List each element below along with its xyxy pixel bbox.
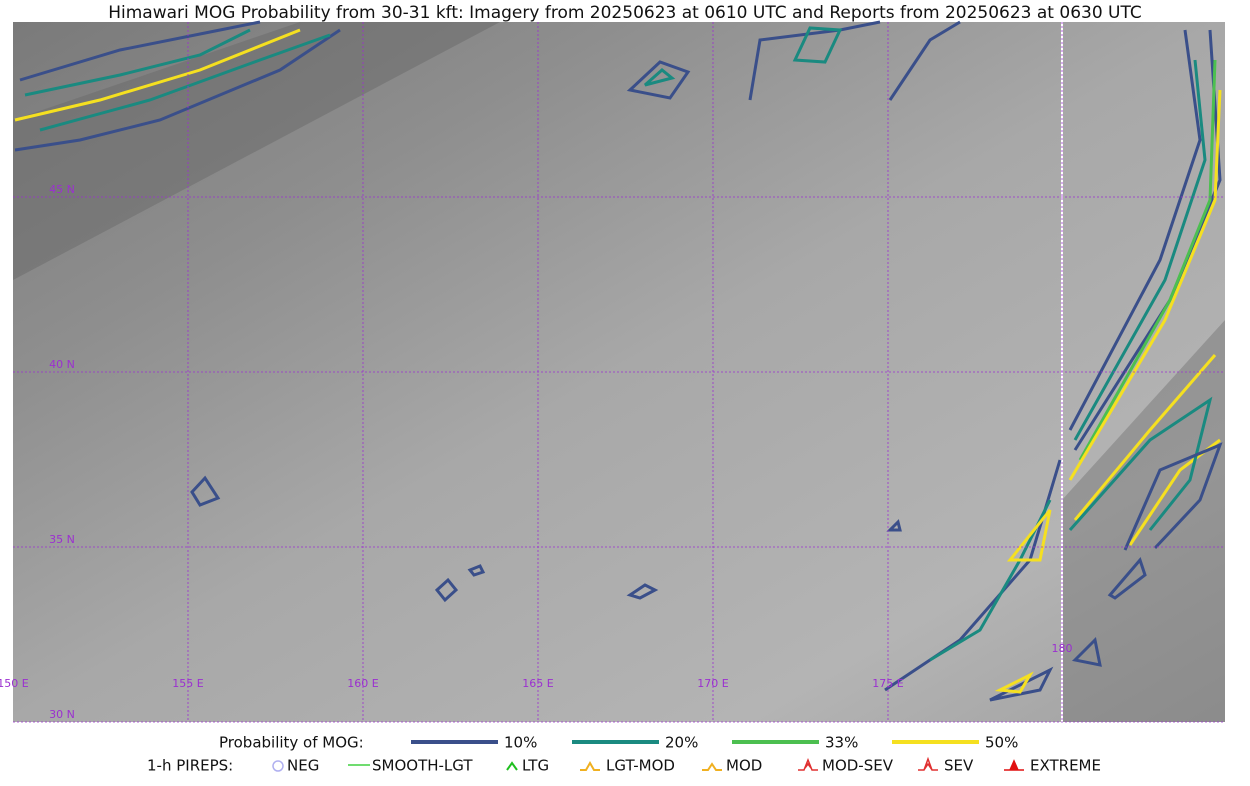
lat-label: 30 N <box>49 708 75 721</box>
legend-entry: LTG <box>522 757 549 775</box>
legend-entry: LGT-MOD <box>606 757 675 775</box>
lon-label: 150 E <box>0 677 29 690</box>
icon-mod-sev <box>798 757 818 771</box>
legend-entry: 33% <box>825 734 858 752</box>
lat-label: 40 N <box>49 358 75 371</box>
icon-mod <box>702 762 722 771</box>
lat-label: 45 N <box>49 183 75 196</box>
lon-label: 155 E <box>172 677 203 690</box>
legend-entry: MOD <box>726 757 762 775</box>
legend-label: Probability of MOG: <box>219 734 364 752</box>
lon-label: 175 E <box>872 677 903 690</box>
graticule: 45 N 40 N 35 N 30 N 150 E 155 E 160 E 165 E 170 … <box>0 22 1225 723</box>
dark-band <box>13 22 500 280</box>
lon-label: 180 <box>1052 642 1073 655</box>
lat-label: 35 N <box>49 533 75 546</box>
icon-neg <box>272 760 284 772</box>
icon-lgt-mod <box>580 760 600 771</box>
icon-sev <box>918 756 938 771</box>
legend-entry: EXTREME <box>1030 757 1101 775</box>
title: Himawari MOG Probability from 30-31 kft:… <box>108 3 1142 23</box>
icon-extreme <box>1004 759 1024 771</box>
legend-entry: 50% <box>985 734 1018 752</box>
legend-entry: 20% <box>665 734 698 752</box>
legend-label: 1-h PIREPS: <box>147 757 233 775</box>
lon-label: 165 E <box>522 677 553 690</box>
legend: Probability of MOG: 10% 20% 33% 50% 1-h PIREP… <box>147 734 1101 775</box>
legend-entry: MOD-SEV <box>822 757 894 775</box>
icon-ltg <box>506 761 518 771</box>
legend-entry: SMOOTH-LGT <box>372 757 473 775</box>
legend-entry: NEG <box>287 757 319 775</box>
lon-label: 170 E <box>697 677 728 690</box>
map: 45 N 40 N 35 N 30 N 150 E 155 E 160 E 165 E 170 … <box>0 20 1225 723</box>
dark-band <box>1062 320 1225 722</box>
contours <box>14 20 1223 702</box>
legend-entry: 10% <box>504 734 537 752</box>
legend-entry: SEV <box>944 757 974 775</box>
lon-label: 160 E <box>347 677 378 690</box>
